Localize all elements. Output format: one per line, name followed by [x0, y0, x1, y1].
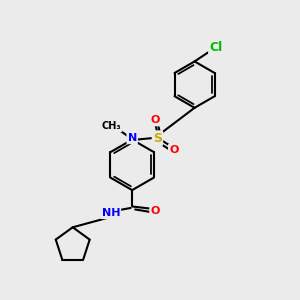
- Text: CH₃: CH₃: [101, 121, 121, 131]
- Text: S: S: [153, 132, 162, 145]
- Text: O: O: [150, 115, 160, 125]
- Text: N: N: [128, 133, 137, 143]
- Text: O: O: [169, 145, 178, 155]
- Text: Cl: Cl: [209, 41, 223, 54]
- Text: NH: NH: [101, 208, 120, 218]
- Text: O: O: [150, 206, 160, 216]
